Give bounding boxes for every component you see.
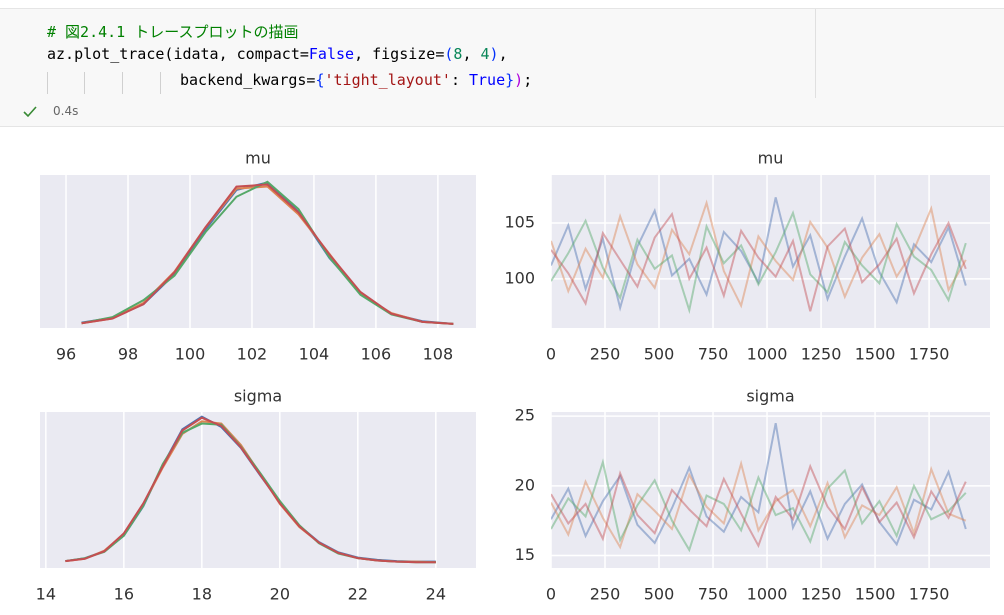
x-tick-label: 750 [698,345,729,364]
chart-title: mu [758,149,784,168]
code-token: idata [173,45,219,63]
x-tick-label: 24 [426,585,446,604]
x-tick-label: 500 [644,345,675,364]
x-tick-label: 0 [546,585,556,604]
x-tick-label: 20 [270,585,290,604]
x-tick-label: 250 [590,345,621,364]
x-tick-label: 98 [118,345,138,364]
code-token: } [505,71,515,89]
indent-guide [47,72,48,94]
code-token: , compact= [218,45,309,63]
code-line: backend_kwargs={'tight_layout': True}); [180,69,532,91]
x-tick-label: 250 [590,585,621,604]
code-cell[interactable]: # 図2.4.1 トレースプロットの描画 az.plot_trace(idata,… [0,8,1004,99]
y-tick-label: 20 [515,475,535,494]
code-token: 4 [480,45,490,63]
y-tick-label: 105 [504,213,535,232]
x-tick-label: 0 [546,345,556,364]
series-line [551,197,967,312]
x-tick-label: 18 [192,585,212,604]
x-tick-label: 1500 [855,345,896,364]
check-icon [23,106,37,118]
x-tick-label: 16 [114,585,134,604]
code-token: : [450,71,469,89]
x-tick-label: 750 [698,585,729,604]
cell-divider [815,9,816,99]
x-tick-label: 1000 [747,345,788,364]
x-tick-label: 22 [348,585,368,604]
x-tick-label: 1750 [909,585,950,604]
series-group [551,197,967,315]
x-tick-label: 100 [175,345,206,364]
series-line [551,463,967,549]
x-tick-label: 108 [423,345,454,364]
code-token: ( [444,45,454,63]
x-tick-label: 96 [56,345,76,364]
series-line [551,199,967,309]
code-token: False [308,45,355,63]
x-tick-label: 1750 [909,345,950,364]
code-token: az.plot_trace( [47,45,174,63]
series-group [551,422,967,553]
chart-title: mu [245,149,271,168]
plot-area [551,175,990,328]
code-token: ) [489,45,499,63]
y-tick-label: 100 [504,268,535,287]
chart-title: sigma [234,387,282,406]
series-group [65,415,436,564]
x-tick-label: 104 [299,345,330,364]
code-line: az.plot_trace(idata, compact=False, figs… [47,43,508,65]
code-token: , [498,45,508,63]
code-token: ) [514,71,524,89]
execution-time: 0.4s [53,104,79,118]
code-token: , figsize= [354,45,445,63]
plot-area [40,175,476,328]
y-tick-label: 15 [515,545,535,564]
cell-status: 0.4s [0,98,1004,127]
indent-guide [122,72,123,94]
code-line: # 図2.4.1 トレースプロットの描画 [47,21,299,43]
y-tick-label: 25 [515,406,535,425]
series-line [551,458,967,553]
code-token: ; [523,71,533,89]
plot-area [551,412,990,568]
series-line [551,422,967,547]
indent-guide [160,72,161,94]
code-token: 8 [453,45,463,63]
series-line [551,459,967,550]
series-group [81,180,454,325]
plot-area [40,412,476,568]
code-token: backend_kwargs= [180,71,316,89]
x-tick-label: 102 [237,345,268,364]
x-tick-label: 1500 [855,585,896,604]
code-token: 'tight_layout' [324,71,451,89]
code-token: # 図2.4.1 トレースプロットの描画 [47,23,299,41]
indent-guide [84,72,85,94]
x-tick-label: 14 [36,585,56,604]
code-token: True [469,71,506,89]
x-tick-label: 1000 [747,585,788,604]
series-line [65,416,436,564]
x-tick-label: 106 [361,345,392,364]
x-tick-label: 1250 [801,585,842,604]
series-line [81,183,454,325]
series-line [551,211,967,312]
chart-title: sigma [746,387,794,406]
series-line [551,210,967,315]
code-token: { [315,71,325,89]
x-tick-label: 1250 [801,345,842,364]
x-tick-label: 500 [644,585,675,604]
code-token: , [462,45,481,63]
